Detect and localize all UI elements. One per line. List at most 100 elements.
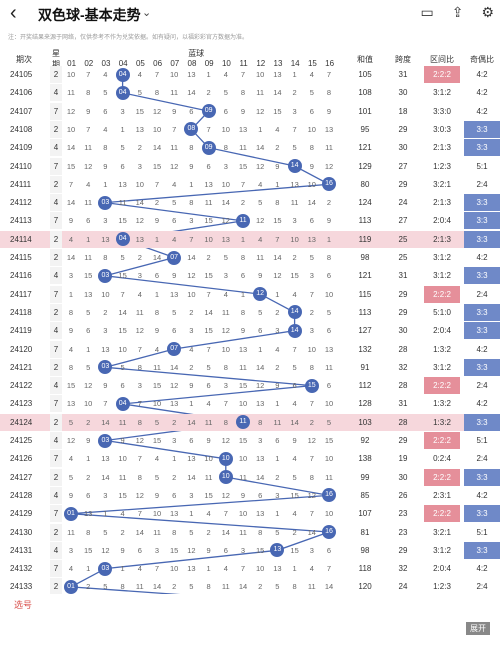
miss-count: 10: [152, 399, 162, 409]
miss-count: 14: [66, 198, 76, 208]
blue-ball: 16: [321, 176, 337, 193]
miss-count: 12: [187, 271, 196, 281]
miss-count: 10: [221, 179, 230, 189]
miss-count: 1: [120, 124, 125, 134]
miss-count: 2: [172, 417, 177, 427]
span-value: 32: [398, 564, 408, 574]
miss-count: 4: [137, 289, 142, 299]
share-icon[interactable]: ⇪: [451, 4, 464, 20]
miss-count: 7: [120, 289, 125, 299]
save-icon[interactable]: ▭: [420, 4, 434, 20]
miss-count: 13: [307, 234, 316, 244]
miss-count: 13: [84, 289, 93, 299]
miss-count: 14: [273, 253, 282, 262]
miss-count: 11: [118, 417, 127, 427]
miss-count: 8: [86, 527, 91, 537]
blue-ball: 15: [304, 377, 320, 394]
miss-count: 2: [275, 472, 280, 482]
miss-count: 7: [154, 70, 160, 79]
miss-count: 13: [135, 234, 144, 244]
miss-count: 3: [309, 326, 314, 336]
miss-count: 11: [84, 198, 93, 208]
miss-count: 6: [309, 216, 314, 226]
sum-value: 113: [358, 307, 372, 317]
blue-ball: 04: [115, 395, 131, 412]
miss-count: 15: [84, 271, 93, 281]
period-number: 24130: [10, 527, 33, 537]
miss-count: 8: [309, 143, 314, 153]
miss-count: 1: [206, 70, 211, 79]
miss-count: 13: [221, 234, 230, 244]
expand-button[interactable]: 展开: [466, 622, 490, 635]
settings-icon[interactable]: ⚙: [481, 4, 494, 20]
miss-count: 4: [292, 454, 297, 464]
weekday: 2: [50, 523, 62, 541]
odd-even-ratio: 4:2: [476, 344, 488, 354]
pick-button[interactable]: 选号: [14, 600, 33, 610]
miss-count: 2: [189, 362, 194, 372]
miss-count: 13: [187, 70, 196, 79]
table-row: 24133 2 01 2 5 8 11 14 2 5 8 11 14 2 5 8 11 14 120 24 1:2:3 2…: [0, 578, 500, 596]
miss-count: 11: [67, 88, 75, 98]
miss-count: 12: [187, 545, 196, 555]
miss-count: 13: [324, 124, 334, 134]
miss-count: 15: [238, 161, 248, 171]
blue-ball-number: 16: [322, 488, 336, 503]
miss-count: 10: [118, 344, 127, 354]
miss-count: 8: [309, 472, 314, 482]
miss-count: 3: [240, 545, 246, 555]
table-row: 24106 4 11 8 5 04 5 8 11 14 2 5 8 11 14 2 5 8 108 30 3:1:2 4:…: [0, 84, 500, 102]
miss-count: 11: [239, 362, 247, 372]
period-number: 24113: [10, 216, 32, 226]
miss-count: 9: [154, 490, 160, 500]
period-number: 24121: [10, 362, 33, 372]
blue-ball-number: 04: [115, 396, 130, 411]
miss-count: 11: [84, 253, 93, 262]
table-row: 24125 4 12 9 03 9 12 15 3 6 9 12 15 3 6 9 12 15 92 29 2:2:2 5…: [0, 432, 500, 449]
table-row: 24119 4 9 6 3 15 12 9 6 3 15 12 9 6 3 14 3 6 127 30 2:0:4 3:3: [0, 322, 500, 340]
miss-count: 1: [172, 454, 177, 464]
miss-count: 12: [307, 490, 316, 500]
miss-count: 8: [154, 88, 160, 98]
miss-count: 4: [68, 564, 74, 574]
blue-ball: 10: [218, 469, 234, 486]
sum-value: 129: [358, 161, 372, 171]
zone-ratio: 2:2:2: [424, 468, 460, 486]
miss-count: 7: [154, 179, 160, 189]
blue-ball: 13: [269, 542, 285, 559]
miss-count: 8: [137, 472, 142, 482]
sum-value: 115: [358, 289, 372, 299]
miss-count: 2: [309, 307, 314, 317]
miss-count: 9: [68, 490, 74, 500]
header-blue-10: 10: [221, 59, 231, 68]
sum-value: 113: [358, 216, 372, 226]
miss-count: 10: [256, 564, 265, 574]
miss-count: 11: [325, 362, 333, 372]
miss-count: 3: [103, 326, 108, 336]
miss-count: 14: [221, 198, 230, 208]
period-number: 24122: [10, 381, 33, 391]
miss-count: 15: [118, 490, 127, 500]
miss-count: 11: [135, 307, 144, 317]
back-icon[interactable]: ‹: [10, 2, 17, 24]
miss-count: 6: [120, 161, 125, 171]
miss-count: 10: [238, 509, 248, 519]
miss-count: 9: [240, 326, 246, 336]
table-row: 24128 4 9 6 3 15 12 9 6 3 15 12 9 6 3 15 12 16 85 26 2:3:1 4:…: [0, 486, 500, 504]
zone-ratio: 1:3:2: [433, 417, 451, 427]
header-period: 期次: [16, 55, 32, 64]
chevron-down-icon[interactable]: ⌄: [142, 7, 152, 19]
miss-count: 8: [292, 582, 297, 592]
blue-ball-number: 11: [236, 213, 250, 228]
table-row: 24121 2 8 5 03 5 8 11 14 2 5 8 11 14 2 5 8 11 91 32 3:1:2 3:3: [0, 358, 500, 376]
miss-count: 15: [290, 271, 299, 281]
blue-ball-number: 03: [98, 561, 113, 576]
miss-count: 6: [292, 381, 297, 391]
miss-count: 6: [86, 490, 91, 500]
miss-count: 11: [118, 198, 127, 208]
miss-count: 6: [172, 490, 177, 500]
miss-count: 6: [223, 545, 228, 555]
miss-count: 9: [326, 106, 332, 116]
miss-count: 2: [172, 582, 177, 592]
sum-value: 99: [360, 472, 370, 482]
